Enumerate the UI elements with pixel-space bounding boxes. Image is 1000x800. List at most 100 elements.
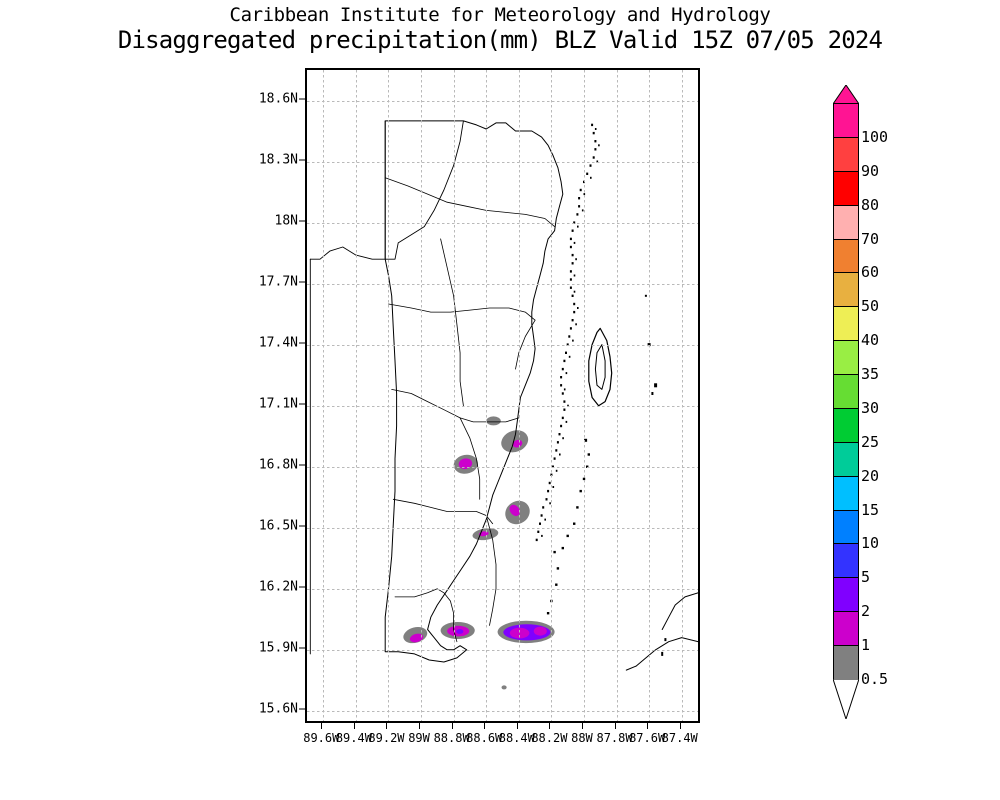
grid-line-horizontal: [307, 528, 698, 529]
colorbar-labels: 0.5 1 2 5 10 15 20 25 30 35 40 50 60 70 80 90 100: [833, 103, 943, 703]
reef-segment: [561, 392, 564, 395]
reef-segment: [578, 205, 581, 208]
grid-line-vertical: [388, 70, 389, 721]
colorbar-tick-label: 20: [861, 466, 880, 485]
reef-segment: [560, 376, 563, 379]
figure-title: Caribbean Institute for Meteorology and …: [0, 4, 1000, 53]
reef-segment: [575, 323, 577, 326]
grid-line-horizontal: [307, 711, 698, 712]
reef-segment: [577, 307, 579, 309]
colorbar-segment: [833, 136, 859, 172]
x-axis-tick: [386, 723, 388, 729]
reef-segment: [592, 131, 595, 135]
reef-segment: [569, 270, 572, 273]
grid-line-vertical: [519, 70, 520, 721]
district-boundary-stann-creek: [394, 588, 458, 643]
reef-segment: [561, 367, 564, 371]
grid-line-horizontal: [307, 162, 698, 163]
x-axis-label: 88.2W: [531, 731, 568, 745]
reef-segment: [565, 372, 568, 375]
x-axis-label: 89.2W: [368, 731, 405, 745]
y-axis-label: 15.9N: [258, 640, 298, 656]
y-axis-label: 16.5N: [258, 518, 298, 534]
reef-segment: [542, 506, 545, 509]
grid-line-horizontal: [307, 284, 698, 285]
caye-marker: [644, 294, 647, 297]
reef-segment: [565, 351, 567, 354]
x-axis-label: 88.4W: [498, 731, 535, 745]
reef-segment: [571, 262, 574, 265]
precip-cell-halo: [486, 416, 501, 426]
x-axis-ticks: [0, 723, 1000, 731]
x-axis-tick: [581, 723, 583, 729]
reef-segment: [541, 534, 543, 537]
reef-segment: [558, 433, 561, 436]
colorbar-tick-label: 90: [861, 161, 880, 180]
x-axis-label: 89.4W: [335, 731, 372, 745]
reef-segment: [535, 538, 538, 542]
reef-segment: [579, 188, 582, 192]
colorbar-tick-label: 5: [861, 568, 871, 587]
caye-marker: [584, 438, 588, 442]
reef-segment: [573, 241, 576, 244]
caye-marker: [661, 651, 664, 656]
y-axis-label: 18N: [274, 213, 298, 229]
reef-segment: [578, 197, 581, 200]
reef-segment: [572, 339, 574, 342]
grid-line-vertical: [682, 70, 683, 721]
district-boundary-interior-d: [515, 319, 536, 370]
reef-segment: [556, 567, 560, 570]
reef-segment: [537, 530, 540, 533]
x-axis-label: 89W: [408, 731, 430, 745]
x-axis-tick: [647, 723, 649, 729]
x-axis-tick: [451, 723, 453, 729]
reef-segment: [569, 237, 572, 241]
reef-segment: [547, 489, 550, 493]
grid-line-vertical: [454, 70, 455, 721]
y-axis-label: 16.2N: [258, 579, 298, 595]
reef-segment: [556, 441, 559, 444]
international-border-north: [384, 120, 464, 260]
grid-line-horizontal: [307, 406, 698, 407]
y-axis-label: 17.1N: [258, 396, 298, 412]
grid-line-vertical: [617, 70, 618, 721]
grid-line-vertical: [323, 70, 324, 721]
reef-segment: [598, 144, 600, 147]
grid-line-horizontal: [307, 650, 698, 651]
reef-segment: [573, 290, 576, 293]
colorbar-over-arrow: [833, 85, 859, 104]
lighthouse-reef: [654, 383, 658, 388]
reef-segment: [573, 302, 576, 306]
reef-segment: [591, 123, 594, 127]
caye-marker: [664, 638, 667, 642]
x-axis-label: 87.6W: [629, 731, 666, 745]
reef-segment: [545, 498, 548, 501]
y-axis-tick: [299, 403, 305, 405]
district-boundary-interior-b: [459, 417, 481, 500]
y-axis-label: 15.6N: [258, 701, 298, 717]
colorbar-under-arrow: [833, 679, 859, 719]
product-title: Disaggregated precipitation(mm) BLZ Vali…: [117, 26, 883, 54]
x-axis-tick: [353, 723, 355, 729]
precip-cell-core-high: [456, 629, 464, 634]
reef-segment: [559, 453, 561, 456]
grid-line-vertical: [421, 70, 422, 721]
x-axis-tick: [549, 723, 551, 729]
reef-segment: [592, 156, 595, 159]
reef-segment: [575, 258, 577, 261]
reef-segment: [560, 424, 563, 428]
reef-segment: [539, 522, 541, 525]
reef-segment: [563, 359, 566, 363]
reef-segment: [577, 225, 579, 228]
reef-segment: [589, 164, 592, 167]
colorbar-tick-label: 10: [861, 534, 880, 553]
reef-segment: [576, 213, 579, 216]
y-axis-tick: [299, 220, 305, 222]
y-axis-tick: [299, 98, 305, 100]
x-axis-tick: [679, 723, 681, 729]
reef-segment: [596, 160, 599, 163]
reef-segment: [573, 274, 576, 277]
reef-segment: [540, 514, 543, 517]
reef-segment: [565, 420, 568, 423]
